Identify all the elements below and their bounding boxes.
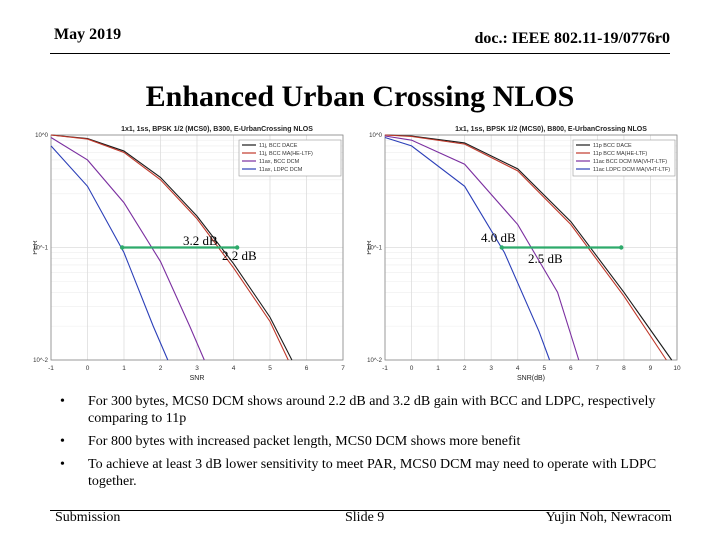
right-chart: -1 0 1 2 3 4 5 6 7 8 9 10 10^0 10^-1 10^-2 1x1, 1ss, BP…: [367, 126, 681, 382]
x-tick-label: 8: [622, 365, 626, 372]
right-plot: -1 0 1 2 3 4 5 6 7 8 9 10 10^0 10^-1 10^-2 1x1, 1ss, BP…: [367, 120, 687, 385]
x-tick-label: 4: [516, 365, 520, 372]
bullet-text: To achieve at least 3 dB lower sensitivi…: [88, 457, 657, 489]
x-tick-label: 5: [268, 365, 272, 372]
slide-title: Enhanced Urban Crossing NLOS: [145, 80, 575, 113]
series-line: [50, 145, 169, 361]
x-tick-label: 2: [159, 365, 163, 372]
right-gain-bcc-label: 4.0 dB: [481, 230, 516, 245]
legend-entry: 11p BCC DACE: [593, 143, 632, 149]
chart-title: 1x1, 1ss, BPSK 1/2 (MCS0), B800, E-Urban…: [455, 126, 647, 133]
footer-rule: [50, 510, 670, 511]
series-line: [384, 136, 551, 361]
bullet-item: • For 800 bytes with increased packet le…: [60, 433, 670, 450]
plot-frame: [384, 134, 678, 361]
legend-entry: 11p BCC MA(HE-LTF): [593, 151, 647, 157]
legend-box: [572, 139, 676, 177]
header-date: May 2019: [54, 26, 122, 43]
plot-frame: [50, 134, 344, 361]
x-tick-label: 0: [86, 365, 90, 372]
gain-arrow-end: [499, 245, 504, 250]
bullet-marker: •: [60, 457, 65, 472]
series-line: [384, 134, 667, 361]
legend-entry: 11ax, BCC DCM: [259, 159, 300, 165]
x-axis-label: SNR(dB): [517, 375, 545, 382]
gain-arrow-end: [234, 245, 240, 250]
legend-box: [238, 139, 342, 177]
series-line: [50, 134, 293, 361]
y-tick-label: 10^-2: [33, 358, 48, 364]
legend-entry: 11j, BCC MA(HE-LTF): [259, 151, 313, 157]
y-tick-label: 10^-2: [367, 358, 382, 364]
left-gain-bcc-label: 2.2 dB: [222, 248, 257, 263]
x-tick-label: 10: [673, 365, 681, 372]
y-axis-label: PER: [367, 240, 373, 254]
x-tick-label: 6: [569, 365, 573, 372]
bullet-marker: •: [60, 394, 65, 409]
header-doc-id: doc.: IEEE 802.11-19/0776r0: [474, 30, 670, 47]
x-tick-label: 1: [436, 365, 440, 372]
x-tick-label: 9: [649, 365, 653, 372]
y-axis-label: PER: [33, 240, 39, 254]
footer-author: Yujin Noh, Newracom: [545, 510, 672, 525]
y-tick-label: 10^-1: [33, 246, 48, 252]
series-line: [50, 137, 205, 361]
x-tick-label: 3: [489, 365, 493, 372]
bullet-list: • For 300 bytes, MCS0 DCM shows around 2…: [60, 393, 670, 496]
y-tick-label: 10^-1: [367, 246, 382, 252]
chart-title: 1x1, 1ss, BPSK 1/2 (MCS0), B300, E-Urban…: [121, 126, 313, 133]
bullet-item: • For 300 bytes, MCS0 DCM shows around 2…: [60, 393, 670, 427]
y-tick-label: 10^0: [35, 133, 48, 139]
bullet-marker: •: [60, 434, 65, 449]
series-line: [50, 134, 289, 361]
series-line: [384, 135, 580, 361]
gain-arrow-end: [619, 245, 624, 250]
x-tick-label: 5: [542, 365, 546, 372]
right-gain-ldpc-label: 2.5 dB: [528, 251, 563, 266]
legend-entry: 11ax, LDPC DCM: [259, 167, 303, 173]
x-tick-label: 6: [305, 365, 309, 372]
legend-entry: 11ac BCC DCM MA(VHT-LTF): [593, 159, 667, 165]
x-tick-label: 3: [195, 365, 199, 372]
header-rule: [50, 53, 670, 54]
x-tick-label: -1: [48, 365, 54, 372]
y-tick-label: 10^0: [369, 133, 382, 139]
x-tick-label: 0: [410, 365, 414, 372]
x-tick-label: 7: [341, 365, 345, 372]
x-tick-label: -1: [382, 365, 388, 372]
footer-submission: Submission: [55, 510, 121, 525]
left-chart: -1 0 1 2 3 4 5 6 7 10^0 10^-1 10^-2 1x1, 1ss, BPSK 1…: [33, 126, 345, 382]
left-plot: -1 0 1 2 3 4 5 6 7 10^0 10^-1 10^-2 1x1, 1ss, BPSK 1…: [33, 120, 353, 385]
bullet-text: For 300 bytes, MCS0 DCM shows around 2.2…: [88, 394, 656, 426]
bullet-text: For 800 bytes with increased packet leng…: [88, 434, 521, 449]
x-tick-label: 7: [596, 365, 600, 372]
x-tick-label: 4: [232, 365, 236, 372]
legend-entry: 11j, BCC DACE: [259, 143, 298, 149]
left-gain-ldpc-label: 3.2 dB: [183, 233, 218, 248]
x-axis-label: SNR: [190, 375, 205, 382]
footer-slide-number: Slide 9: [345, 510, 385, 525]
bullet-item: • To achieve at least 3 dB lower sensiti…: [60, 456, 670, 490]
x-tick-label: 1: [122, 365, 126, 372]
x-tick-label: 2: [463, 365, 467, 372]
gain-arrow-end: [119, 245, 125, 250]
legend-entry: 11ac LDPC DCM MA(VHT-LTF): [593, 167, 670, 173]
